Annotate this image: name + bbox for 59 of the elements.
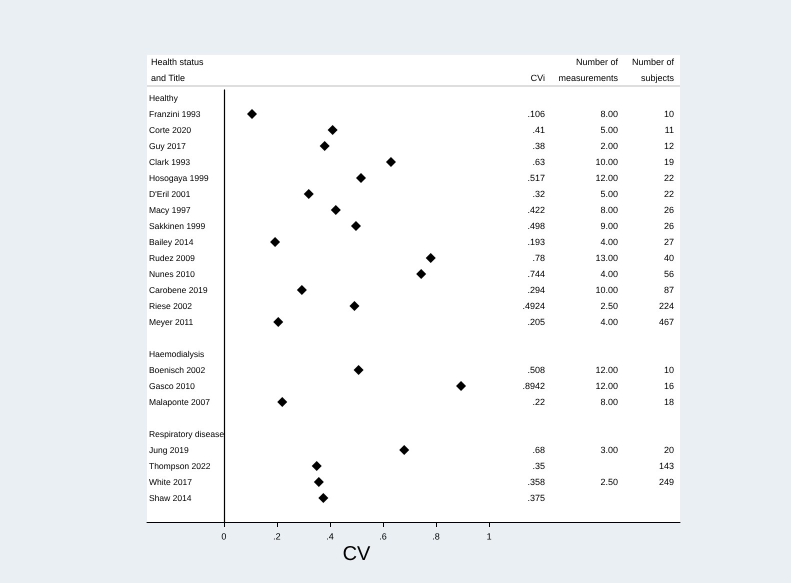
y-tick-label: Healthy (149, 93, 179, 103)
point (318, 493, 328, 503)
y-tick-label: Carobene 2019 (149, 285, 208, 295)
y-tick-label: D'Eril 2001 (149, 189, 191, 199)
y-tick-label: Rudez 2009 (149, 253, 196, 263)
x-tick-label: .6 (379, 532, 387, 542)
x-tick-label: 0 (221, 532, 226, 542)
text: Number of measurements (558, 57, 618, 83)
y-tick-label: Macy 1997 (149, 205, 191, 215)
point (277, 397, 288, 407)
point (328, 125, 338, 135)
point (350, 221, 361, 231)
x-tick-label: .4 (326, 532, 334, 542)
y-tick-label: Guy 2017 (149, 141, 186, 151)
point (312, 461, 322, 471)
point (349, 301, 360, 311)
point (314, 477, 324, 487)
x-tick-label: 1 (486, 532, 492, 542)
y-tick-label: Franzini 1993 (149, 109, 201, 119)
y-tick-label: Thompson 2022 (149, 461, 211, 471)
y-tick-label: Bailey 2014 (149, 237, 194, 247)
point (354, 365, 364, 375)
x-tick-label: .8 (432, 532, 440, 542)
y-tick-label: Nunes 2010 (149, 269, 196, 279)
point (399, 445, 410, 455)
point (304, 189, 314, 199)
point (416, 269, 426, 279)
x-tick-label: .2 (273, 532, 281, 542)
y-tick-label: Riese 2002 (149, 301, 192, 311)
text: 8.00 5.00 2.00 10.00 12.00 5.00 8.00 9.00 4.00 13.00 4.00 10.00 2.50 4.00 12.00 12.00 8.00 3.00 2.50 (595, 109, 618, 487)
y-tick-label: Sakkinen 1999 (149, 221, 206, 231)
text: Number of subjects (632, 57, 674, 83)
y-tick-label: White 2017 (149, 477, 192, 487)
y-tick-label: Malaponte 2007 (149, 397, 210, 407)
y-tick-label: Hosogaya 1999 (149, 173, 209, 183)
y-tick-label: Respiratory disease (149, 429, 224, 439)
point (330, 205, 341, 215)
y-tick-label: Jung 2019 (149, 445, 189, 455)
y-tick-label: Shaw 2014 (149, 493, 192, 503)
point (247, 109, 258, 119)
y-tick-label: Boenisch 2002 (149, 365, 206, 375)
y-tick-label: Gasco 2010 (149, 381, 196, 391)
point (456, 381, 466, 391)
point (320, 141, 330, 151)
point (426, 253, 436, 263)
y-tick-label: Haemodialysis (149, 349, 204, 359)
y-tick-label: Meyer 2011 (149, 317, 194, 327)
y-tick-label: Corte 2020 (149, 125, 192, 135)
y-axis-title: Health status and Title (151, 57, 204, 83)
text: .106 .41 .38 .63 .517 .32 .422 .498 .193 .78 .744 .294 .4924 .205 .508 .8942 .22 .68 .35 .358 .375 (522, 109, 545, 503)
point (270, 237, 280, 247)
point (386, 157, 396, 167)
y-tick-label: Clark 1993 (149, 157, 190, 167)
text: CVi (530, 73, 545, 83)
x-axis-title: CV (342, 543, 372, 565)
point (273, 317, 284, 327)
text: 10 11 12 19 22 22 26 26 27 40 56 87 224 467 10 16 18 20 143 249 (658, 109, 674, 487)
point (296, 285, 307, 295)
point (356, 173, 366, 183)
